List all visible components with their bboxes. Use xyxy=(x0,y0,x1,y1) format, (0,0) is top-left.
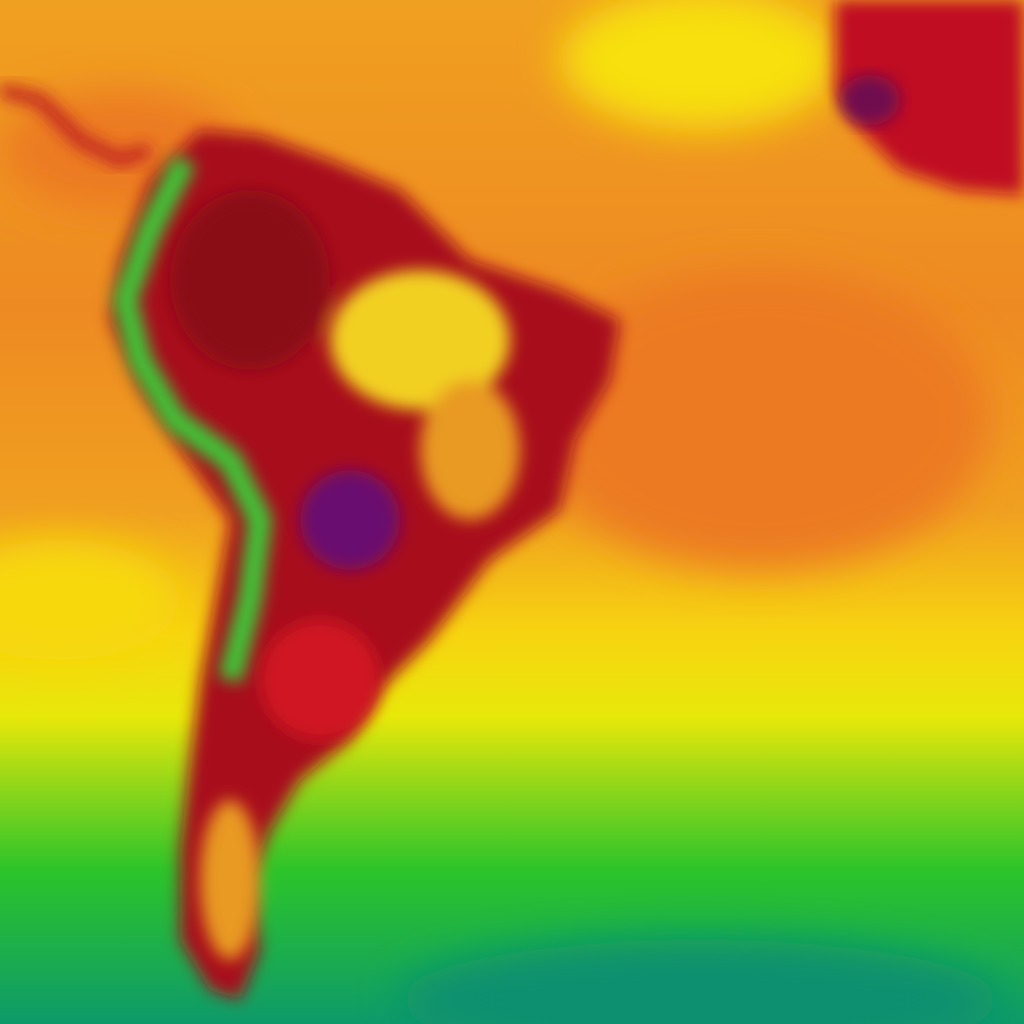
africa-hot-spot xyxy=(840,75,900,125)
andes xyxy=(113,154,272,683)
ocean-patches xyxy=(0,0,1000,1024)
central-america xyxy=(0,83,153,168)
africa xyxy=(835,0,1024,195)
land-patches xyxy=(170,190,520,960)
